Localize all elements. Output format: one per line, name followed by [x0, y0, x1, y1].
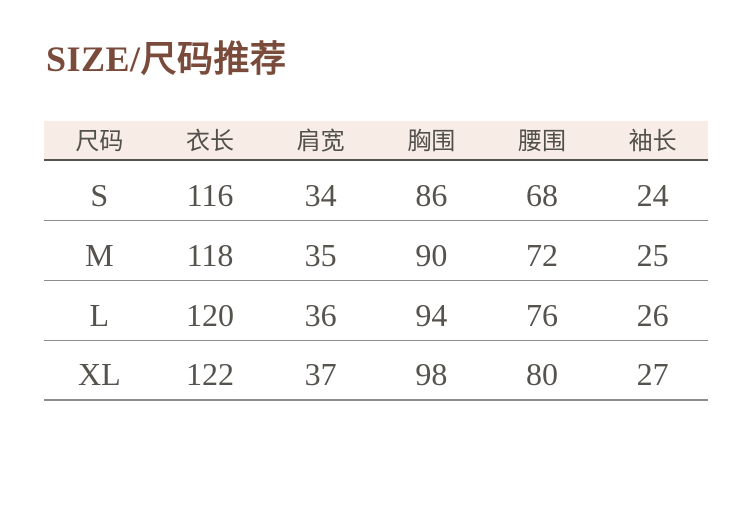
cell-bust: 90 [415, 237, 448, 274]
cell-size-label: M [85, 237, 114, 274]
cell-waist: 76 [525, 297, 558, 334]
table-row-l: L 120 36 94 76 26 [44, 281, 708, 342]
cell-shoulder-width: 35 [304, 237, 337, 274]
cell-sleeve-length: 24 [636, 177, 669, 214]
cell-shoulder-width: 36 [304, 297, 337, 334]
table-row-m: M 118 35 90 72 25 [44, 221, 708, 282]
page-title: SIZE/尺码推荐 [46, 39, 287, 79]
table-row-xl: XL 122 37 98 80 27 [44, 341, 708, 402]
cell-garment-length: 120 [185, 297, 234, 334]
size-chart-section: SIZE/尺码推荐 尺码 衣长 肩宽 胸围 腰围 袖长 S 116 34 86 … [44, 39, 708, 402]
cell-bust: 98 [415, 356, 448, 393]
cell-waist: 72 [525, 237, 558, 274]
cell-sleeve-length: 25 [636, 237, 669, 274]
cell-size-label: L [89, 297, 110, 334]
cell-sleeve-length: 26 [636, 297, 669, 334]
cell-size-label: XL [78, 356, 121, 393]
cell-shoulder-width: 34 [304, 177, 337, 214]
cell-garment-length: 118 [186, 237, 234, 274]
column-header-garment-length: 衣长 [185, 129, 234, 156]
cell-waist: 80 [525, 356, 558, 393]
table-header-row: 尺码 衣长 肩宽 胸围 腰围 袖长 [44, 121, 708, 162]
column-header-shoulder-width: 肩宽 [296, 129, 345, 156]
cell-garment-length: 116 [186, 177, 234, 214]
cell-garment-length: 122 [185, 356, 234, 393]
cell-bust: 86 [415, 177, 448, 214]
size-table: 尺码 衣长 肩宽 胸围 腰围 袖长 S 116 34 86 68 24 M 11… [44, 121, 708, 402]
column-header-size: 尺码 [75, 129, 124, 156]
cell-size-label: S [90, 177, 109, 214]
column-header-sleeve-length: 袖长 [628, 129, 677, 156]
cell-waist: 68 [525, 177, 558, 214]
table-row-s: S 116 34 86 68 24 [44, 161, 708, 222]
cell-bust: 94 [415, 297, 448, 334]
cell-shoulder-width: 37 [304, 356, 337, 393]
column-header-waist: 腰围 [517, 129, 566, 156]
cell-sleeve-length: 27 [636, 356, 669, 393]
column-header-bust: 胸围 [407, 129, 456, 156]
